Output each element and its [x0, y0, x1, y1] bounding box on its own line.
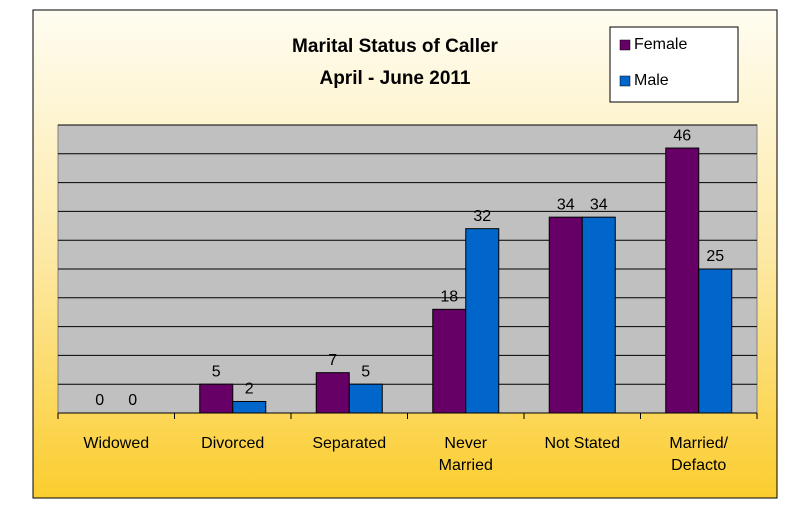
- bar: [315, 372, 350, 414]
- data-label: 18: [440, 289, 458, 306]
- legend-label: Male: [634, 72, 669, 89]
- x-tick-label: Divorced: [201, 435, 265, 452]
- data-label: 34: [590, 196, 608, 213]
- x-tick-label: Widowed: [83, 435, 150, 452]
- data-label: 0: [95, 392, 104, 409]
- data-label: 5: [361, 363, 370, 380]
- bar: [581, 216, 616, 414]
- data-label: 7: [328, 352, 337, 369]
- data-label: 46: [673, 127, 691, 144]
- legend-swatch: [619, 75, 631, 87]
- bar: [665, 147, 700, 414]
- chart-title: Marital Status of Caller: [292, 36, 498, 57]
- x-tick-label: Married/ Defacto: [669, 435, 729, 474]
- data-label: 0: [128, 392, 137, 409]
- bar: [432, 308, 467, 414]
- x-tick-label: Never Married: [438, 435, 493, 474]
- bar: [548, 216, 583, 414]
- data-label: 34: [557, 196, 575, 213]
- chart-subtitle: April - June 2011: [319, 68, 470, 89]
- legend-label: Female: [634, 36, 687, 53]
- x-tick-label: Not Stated: [544, 435, 621, 452]
- legend-swatch: [619, 39, 631, 51]
- data-label: 25: [706, 248, 724, 265]
- bar: [465, 228, 500, 414]
- bar: [698, 268, 733, 414]
- bar: [199, 383, 234, 414]
- data-label: 32: [473, 208, 491, 225]
- legend-box: [609, 26, 739, 103]
- bar: [348, 383, 383, 414]
- bar: [232, 400, 267, 414]
- data-label: 5: [212, 363, 221, 380]
- data-label: 2: [245, 381, 254, 398]
- x-tick-label: Separated: [312, 435, 387, 452]
